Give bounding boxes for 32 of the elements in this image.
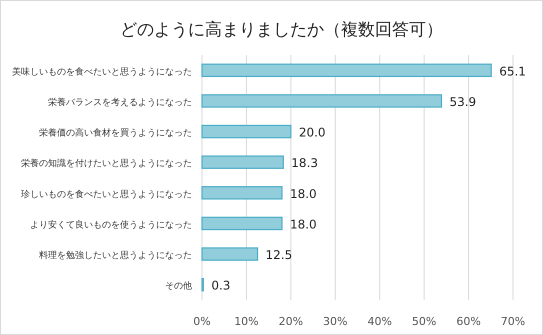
y-tick-label: より安くて良いものを使うようになった [30,219,192,230]
y-tick-label: 珍しいものを食べたいと思うようになった [21,188,192,200]
y-tick-label: 栄養価の高い食材を買うようになった [39,128,192,139]
data-label: 18.0 [290,186,317,201]
y-tick-label: 栄養の知識を付けたいと思うようになった [21,158,192,170]
data-label: 18.3 [291,156,318,170]
x-tick-label: 60% [456,315,481,328]
chart-title: どのように高まりましたか（複数回答可） [120,20,443,40]
bar [201,216,283,230]
data-label: 12.5 [266,248,292,262]
y-tick-label: 料理を勉強したいと思うようになった [39,250,192,262]
x-tick-label: 30% [323,315,348,328]
y-tick-label: 美味しいものを食べたいと思うようになった [12,66,192,78]
data-label: 53.9 [449,94,476,109]
x-tick-label: 20% [278,315,304,328]
x-tick-label: 70% [500,315,526,328]
bar [201,155,284,169]
data-label: 20.0 [298,126,326,140]
data-label: 65.1 [499,64,526,78]
x-tick-label: 10% [234,315,259,328]
bar [201,64,492,78]
x-tick-label: 50% [412,315,436,328]
x-tick-label: 40% [367,315,392,328]
data-label: 0.3 [211,278,230,293]
y-tick-label: 栄養バランスを考えるようになった [48,96,192,108]
bar [201,247,258,261]
bar [201,124,292,138]
bar [201,94,442,108]
data-label: 18.0 [290,217,317,232]
y-tick-label: その他 [165,280,192,292]
bar [201,186,283,200]
x-tick-label: 0% [193,315,211,328]
